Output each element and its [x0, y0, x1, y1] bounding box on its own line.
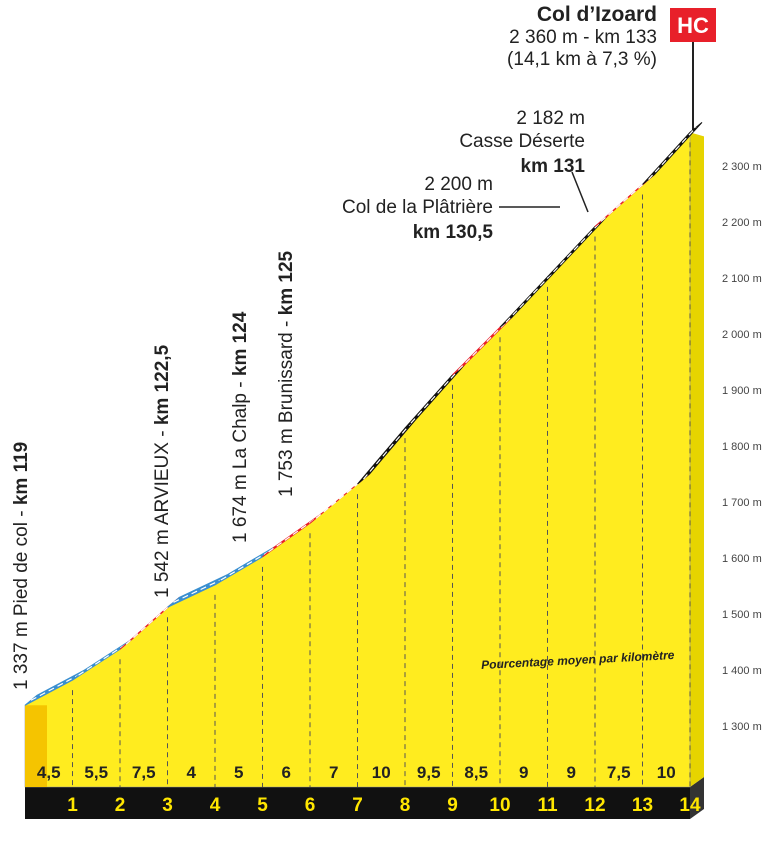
- gradient-label: 9,5: [417, 763, 441, 782]
- annotation-km: km 119: [11, 442, 32, 505]
- y-tick-label: 1 700 m: [722, 497, 762, 509]
- x-tick-label: 10: [489, 795, 510, 816]
- y-tick-label: 1 900 m: [722, 385, 762, 397]
- segment-dash: [125, 601, 174, 645]
- x-tick-label: 3: [162, 795, 173, 816]
- gradient-label: 8,5: [464, 763, 488, 782]
- leader: [571, 171, 589, 213]
- segment-dash: [363, 422, 412, 480]
- annotation-text: 1 753 m Brunissard -: [276, 315, 297, 497]
- annotation-km: km 131: [521, 156, 586, 177]
- note: (14,1 km à 7,3 %): [507, 49, 657, 70]
- chart-title: Col d’Izoard: [537, 3, 657, 26]
- y-tick-label: 1 500 m: [722, 609, 762, 621]
- gradient-label: 4,5: [37, 763, 61, 782]
- segment-dash: [410, 369, 459, 424]
- y-tick-label: 1 400 m: [722, 665, 762, 677]
- annotation-text: Col de la Plâtrière: [342, 197, 493, 218]
- segment-dash: [553, 221, 602, 273]
- x-tick-label: 14: [679, 795, 701, 816]
- gradient-label: 9: [519, 763, 528, 782]
- annotation-text: 1 542 m ARVIEUX -: [152, 425, 173, 598]
- gradient-label: 5: [234, 763, 243, 782]
- gradient-label: 6: [282, 763, 291, 782]
- x-tick-label: 8: [400, 795, 411, 816]
- segment-dash: [505, 271, 554, 323]
- y-tick-label: 2 100 m: [722, 273, 762, 285]
- profile-side: [690, 132, 704, 787]
- annotation: 1 542 m ARVIEUX - km 122,5: [152, 344, 173, 598]
- segment-dash: [458, 321, 507, 371]
- x-tick-label: 4: [210, 795, 221, 816]
- left-face: [25, 705, 47, 787]
- gradient-label: 4: [187, 763, 197, 782]
- segment-dash: [173, 579, 222, 603]
- annotation-km: km 124: [230, 311, 251, 376]
- x-tick-label: 1: [67, 795, 78, 816]
- y-tick-label: 2 200 m: [722, 217, 762, 229]
- annotation-km: km 130,5: [413, 222, 494, 243]
- annotation-text: 1 674 m La Chalp -: [230, 376, 251, 543]
- x-tick-label: 5: [257, 795, 268, 816]
- annotation: 1 753 m Brunissard - km 125: [276, 250, 297, 497]
- annotation: 1 674 m La Chalp - km 124: [230, 311, 251, 543]
- x-tick-label: 2: [115, 795, 126, 816]
- gradient-label: 7,5: [132, 763, 156, 782]
- segment-dash: [648, 126, 697, 180]
- annotation-km: km 125: [276, 250, 297, 315]
- x-tick-label: 11: [537, 795, 558, 816]
- x-tick-label: 13: [632, 795, 653, 816]
- gradient-label: 5,5: [84, 763, 108, 782]
- y-tick-label: 1 600 m: [722, 553, 762, 565]
- x-tick-label: 7: [352, 795, 363, 816]
- annotation-text: 2 182 m: [516, 108, 585, 129]
- segment-dash: [220, 551, 269, 581]
- segment-dash: [315, 478, 364, 519]
- gradient-label: 10: [372, 763, 391, 782]
- gradient-label: 10: [657, 763, 676, 782]
- subtitle: 2 360 m - km 133: [509, 27, 657, 48]
- y-tick-label: 2 300 m: [722, 161, 762, 173]
- x-tick-label: 12: [584, 795, 605, 816]
- badge: HC: [677, 13, 709, 38]
- y-tick-label: 1 300 m: [722, 721, 762, 733]
- segment-dash: [30, 674, 79, 701]
- base-band: [25, 787, 690, 819]
- segment-dash: [600, 179, 649, 222]
- annotation-text: 2 200 m: [424, 174, 493, 195]
- gradient-label: 9: [567, 763, 576, 782]
- gradient-label: 7,5: [607, 763, 631, 782]
- y-tick-label: 1 800 m: [722, 441, 762, 453]
- y-tick-label: 2 000 m: [722, 329, 762, 341]
- x-tick-label: 6: [305, 795, 316, 816]
- x-tick-label: 9: [447, 795, 458, 816]
- gradient-label: 7: [329, 763, 338, 782]
- base-side: [690, 777, 704, 819]
- annotation: 1 337 m Pied de col - km 119: [11, 442, 32, 690]
- annotation-text: Casse Déserte: [459, 131, 585, 152]
- annotation-text: 1 337 m Pied de col -: [11, 505, 32, 690]
- badge-box: [670, 8, 716, 42]
- profile-area: [24, 131, 691, 788]
- annotation-km: km 122,5: [152, 344, 173, 425]
